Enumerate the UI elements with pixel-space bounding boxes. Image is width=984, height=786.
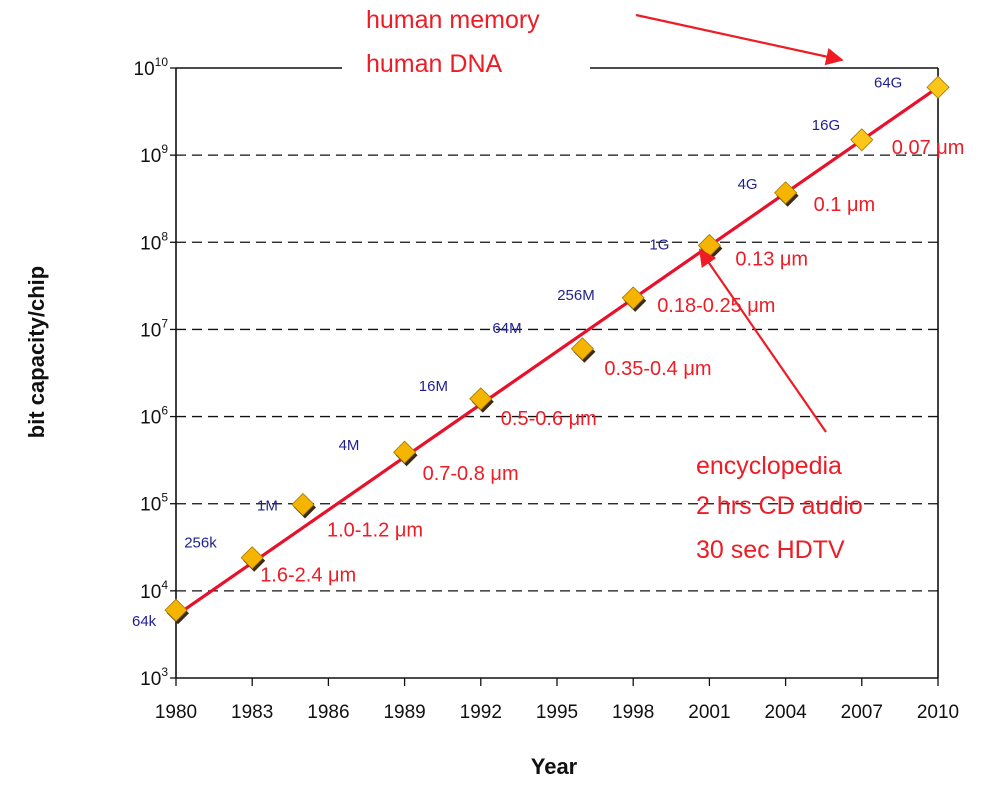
data-point: 4G 0.1 μm [738,176,876,216]
y-tick-exponent: 8 [161,229,168,243]
capacity-label: 1G [649,236,669,253]
y-tick-exponent: 10 [155,55,169,69]
data-point: 256M 0.18-0.25 μm [557,286,775,317]
x-axis-ticks: 1980 1983 1986 1989 1992 1995 1998 2001 2004 2007… [155,678,959,723]
point-marker [393,440,417,464]
annotation-encyclopedia-line-2: 2 hrs CD audio [696,492,863,520]
grid-lines [176,154,938,592]
y-tick-base: 10 [140,669,161,690]
y-tick-label: 109 [140,142,168,167]
y-tick-exponent: 3 [161,665,168,679]
annotation-memory-line-1: human memory [366,6,540,34]
point-marker [570,337,594,361]
point-marker [774,181,798,205]
data-point: 16G 0.07 μm [812,117,965,159]
data-point: 16M 0.5-0.6 μm [419,378,597,430]
annotation-memory-arrow [635,13,844,66]
process-node-label: 0.07 μm [892,137,965,159]
point-marker [164,598,188,622]
x-tick-label: 1995 [536,702,578,723]
process-node-label: 1.0-1.2 μm [327,519,423,541]
y-tick-label: 106 [140,404,168,429]
annotation-encyclopedia-line-3: 30 sec HDTV [696,536,845,564]
capacity-label: 4G [738,176,758,193]
process-node-label: 0.7-0.8 μm [423,463,519,485]
y-tick-base: 10 [140,320,161,341]
process-node-label: 0.35-0.4 μm [604,358,711,380]
x-tick-label: 2007 [841,702,883,723]
data-point: 64G [874,74,950,99]
x-tick-label: 1992 [460,702,502,723]
data-point: 64k [132,598,189,630]
capacity-label: 64M [492,320,521,337]
y-tick-base: 10 [140,146,161,167]
process-node-label: 1.6-2.4 μm [260,565,356,587]
point-marker [621,286,645,310]
annotation-memory-line-2: human DNA [366,50,502,78]
y-tick-label: 103 [140,665,168,690]
y-tick-label: 107 [140,316,168,341]
capacity-label: 1M [257,497,278,514]
annotation-memory-dna: human memory human DNA [366,6,844,78]
process-node-label: 0.1 μm [814,194,876,216]
y-tick-base: 10 [140,408,161,429]
y-tick-base: 10 [140,233,161,254]
x-tick-label: 1983 [231,702,273,723]
annotation-encyclopedia-line-1: encyclopedia [696,452,842,480]
data-point: 256k 1.6-2.4 μm [184,535,356,587]
capacity-label: 64k [132,613,157,630]
point-marker [850,128,874,152]
point-marker [240,546,264,570]
point-marker [469,387,493,411]
annotation-encyclopedia: encyclopedia 2 hrs CD audio 30 sec HDTV [696,248,863,564]
y-tick-exponent: 4 [161,578,168,592]
data-point: 1G 0.13 μm [649,233,808,270]
x-axis-title: Year [531,754,578,779]
data-point: 4M 0.7-0.8 μm [339,437,519,485]
x-tick-label: 1989 [383,702,425,723]
x-tick-label: 2004 [764,702,807,723]
y-tick-exponent: 7 [161,316,168,330]
x-tick-label: 1998 [612,702,654,723]
y-tick-label: 108 [140,229,168,254]
x-tick-label: 2010 [917,702,959,723]
point-marker [291,492,315,517]
y-tick-label: 1010 [134,55,169,80]
process-node-label: 0.13 μm [735,248,808,270]
y-axis-title: bit capacity/chip [24,266,49,438]
x-tick-label: 1980 [155,702,197,723]
data-point: 64M 0.35-0.4 μm [492,320,711,380]
capacity-label: 4M [339,437,360,454]
capacity-label: 256k [184,535,217,552]
x-tick-label: 2001 [688,702,730,723]
y-tick-exponent: 5 [161,491,168,505]
x-tick-label: 1986 [307,702,349,723]
data-points: 64k 256k 1.6-2.4 μm 1M 1.0-1.2 μm 4M 0.7-0.8 μ… [132,74,964,630]
y-tick-label: 104 [140,578,168,603]
capacity-label: 64G [874,74,902,91]
capacity-label: 16M [419,378,448,395]
process-node-label: 0.5-0.6 μm [501,408,597,430]
y-tick-exponent: 6 [161,404,168,418]
capacity-label: 256M [557,287,595,304]
y-tick-label: 105 [140,491,168,516]
data-point: 1M 1.0-1.2 μm [257,492,423,541]
y-tick-base: 10 [140,582,161,603]
point-marker [926,75,950,99]
y-tick-base: 10 [134,59,155,80]
annotation-encyclopedia-arrow [698,248,827,433]
trend-line [175,86,939,617]
process-node-label: 0.18-0.25 μm [657,295,775,317]
y-tick-exponent: 9 [161,142,168,156]
y-tick-base: 10 [140,495,161,516]
capacity-label: 16G [812,117,840,134]
